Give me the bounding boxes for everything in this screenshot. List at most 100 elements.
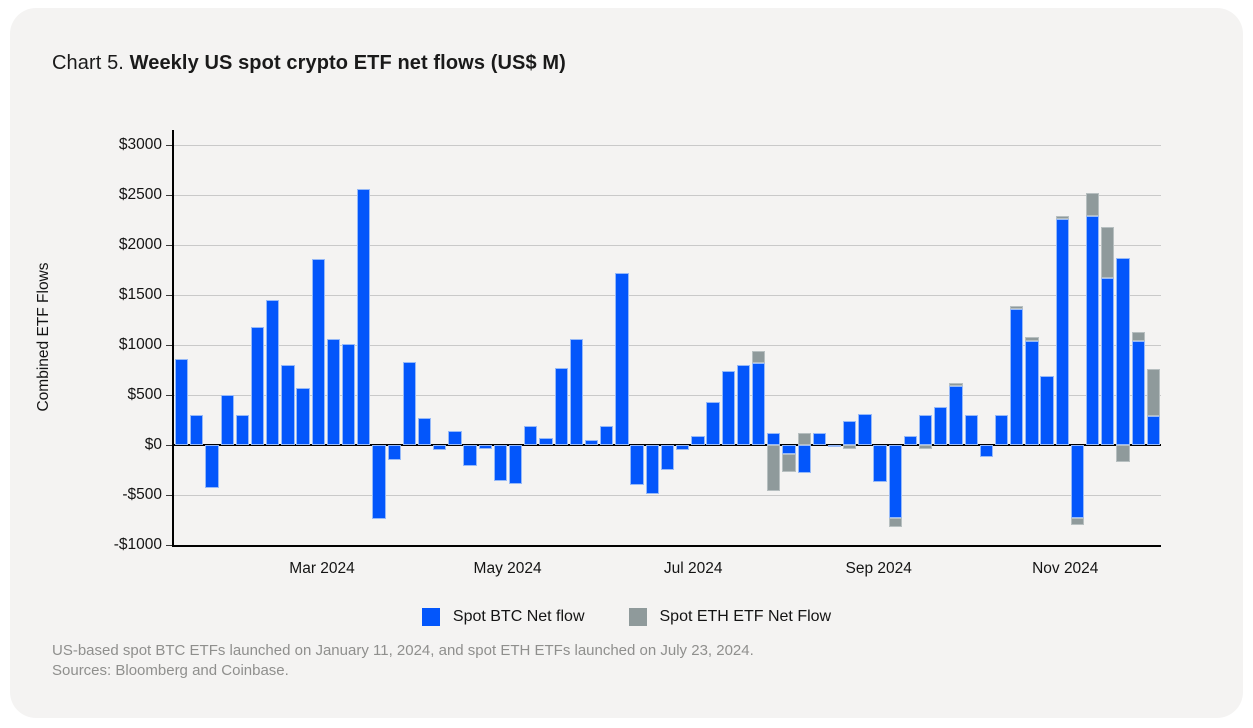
- bar-segment-btc: [1101, 278, 1115, 445]
- gridline: [174, 345, 1161, 346]
- y-tick-label: $1500: [118, 286, 162, 303]
- y-tick-mark: [166, 295, 172, 296]
- footnote: US-based spot BTC ETFs launched on Janua…: [52, 641, 754, 681]
- bar-segment-btc: [994, 415, 1009, 445]
- y-tick-label: -$1000: [113, 536, 162, 553]
- bar-segment-eth: [1146, 369, 1161, 416]
- x-tick-label: Jul 2024: [663, 560, 723, 577]
- chart-title-prefix: Chart 5.: [52, 52, 124, 74]
- bar-segment-btc: [357, 189, 371, 445]
- bar-segment-btc: [235, 415, 249, 445]
- x-tick-label: Nov 2024: [1032, 560, 1099, 577]
- bar-segment-btc: [266, 300, 280, 445]
- bar-segment-eth: [782, 454, 796, 472]
- chart-title-main: Weekly US spot crypto ETF net flows (US$…: [129, 52, 566, 74]
- bar-segment-eth: [1101, 227, 1115, 278]
- y-tick-label: $500: [127, 386, 162, 403]
- bar-segment-btc: [296, 388, 310, 445]
- x-tick-label: May 2024: [473, 560, 542, 577]
- bar-segment-btc: [858, 414, 872, 445]
- x-tick-label: Mar 2024: [289, 560, 355, 577]
- bar-segment-btc: [417, 418, 432, 445]
- bar-segment-btc: [372, 445, 386, 519]
- bar-segment-btc: [782, 445, 796, 454]
- bar-segment-btc: [843, 421, 857, 445]
- footnote-line-2: Sources: Bloomberg and Coinbase.: [52, 662, 289, 679]
- bar-segment-eth: [1131, 332, 1145, 341]
- bar-segment-btc: [1055, 219, 1069, 445]
- bar-segment-eth: [1055, 216, 1069, 219]
- bar-segment-btc: [326, 339, 341, 445]
- y-tick-mark: [166, 545, 172, 546]
- bar-segment-eth: [949, 383, 963, 386]
- legend-swatch-icon: [628, 608, 647, 626]
- bar-segment-btc: [812, 433, 826, 445]
- bar-segment-btc: [934, 407, 948, 445]
- bar-segment-eth: [751, 351, 766, 363]
- bar-segment-btc: [509, 445, 523, 484]
- y-tick-label: -$500: [122, 486, 162, 503]
- bar-segment-btc: [493, 445, 508, 481]
- bar-segment-btc: [250, 327, 265, 445]
- bar-segment-btc: [569, 339, 584, 445]
- bar-segment-btc: [630, 445, 644, 485]
- bar-segment-btc: [1116, 258, 1130, 445]
- bar-segment-btc: [1146, 416, 1161, 445]
- bar-segment-btc: [949, 386, 963, 445]
- bar-segment-btc: [767, 433, 781, 445]
- footnote-line-1: US-based spot BTC ETFs launched on Janua…: [52, 642, 754, 659]
- legend-item-eth: Spot ETH ETF Net Flow: [628, 608, 832, 626]
- y-tick-label: $0: [144, 436, 162, 453]
- bar-segment-btc: [463, 445, 477, 466]
- chart-card: Chart 5. Weekly US spot crypto ETF net f…: [10, 8, 1243, 718]
- bar-segment-btc: [281, 365, 295, 445]
- bar-segment-eth: [767, 445, 781, 491]
- bar-segment-btc: [1070, 445, 1085, 518]
- bar-segment-btc: [478, 445, 492, 449]
- bar-segment-btc: [205, 445, 219, 488]
- gridline: [174, 195, 1161, 196]
- gridline: [174, 395, 1161, 396]
- bar-segment-eth: [888, 518, 902, 527]
- y-tick-mark: [166, 245, 172, 246]
- bar-segment-eth: [1025, 337, 1039, 341]
- bar-segment-eth: [843, 445, 857, 449]
- bar-segment-btc: [554, 367, 568, 445]
- bar-segment-btc: [721, 371, 735, 445]
- bar-segment-btc: [676, 445, 690, 450]
- bar-segment-eth: [1070, 518, 1085, 525]
- y-tick-label: $2000: [118, 236, 162, 253]
- bar-segment-btc: [979, 445, 994, 457]
- gridline: [174, 245, 1161, 246]
- x-tick-label: Sep 2024: [845, 560, 912, 577]
- bar-segment-btc: [751, 363, 766, 445]
- bar-segment-btc: [903, 436, 918, 445]
- plot-area: $3000 $2500 $2000 $1500 $1000 $500 $0 -$500 -$10…: [114, 130, 1161, 577]
- bar-segment-btc: [402, 362, 416, 445]
- bar-segment-btc: [539, 438, 553, 445]
- bar-segment-btc: [174, 359, 189, 445]
- bar-segment-btc: [190, 415, 204, 445]
- y-tick-mark: [166, 395, 172, 396]
- bar-segment-btc: [1025, 341, 1039, 445]
- gridline: [174, 145, 1161, 146]
- bar-segment-btc: [736, 365, 751, 445]
- bar-segment-btc: [220, 395, 234, 445]
- y-tick-label: $1000: [118, 336, 162, 353]
- bar-segment-btc: [1010, 309, 1024, 445]
- y-tick-mark: [166, 495, 172, 496]
- legend-label: Spot ETH ETF Net Flow: [659, 608, 832, 625]
- bar-segment-btc: [888, 445, 902, 518]
- y-tick-mark: [166, 445, 172, 446]
- bar-segment-eth: [918, 445, 933, 449]
- bar-segment-btc: [797, 445, 811, 473]
- bar-segment-btc: [600, 426, 614, 445]
- bar-segment-btc: [691, 436, 705, 445]
- bar-segment-btc: [311, 259, 325, 445]
- legend: Spot BTC Net flow Spot ETH ETF Net Flow: [10, 608, 1243, 626]
- bar-segment-btc: [524, 426, 538, 445]
- legend-item-btc: Spot BTC Net flow: [421, 608, 585, 626]
- bar-segment-btc: [918, 415, 933, 445]
- bar-segment-btc: [827, 445, 842, 447]
- y-tick-mark: [166, 145, 172, 146]
